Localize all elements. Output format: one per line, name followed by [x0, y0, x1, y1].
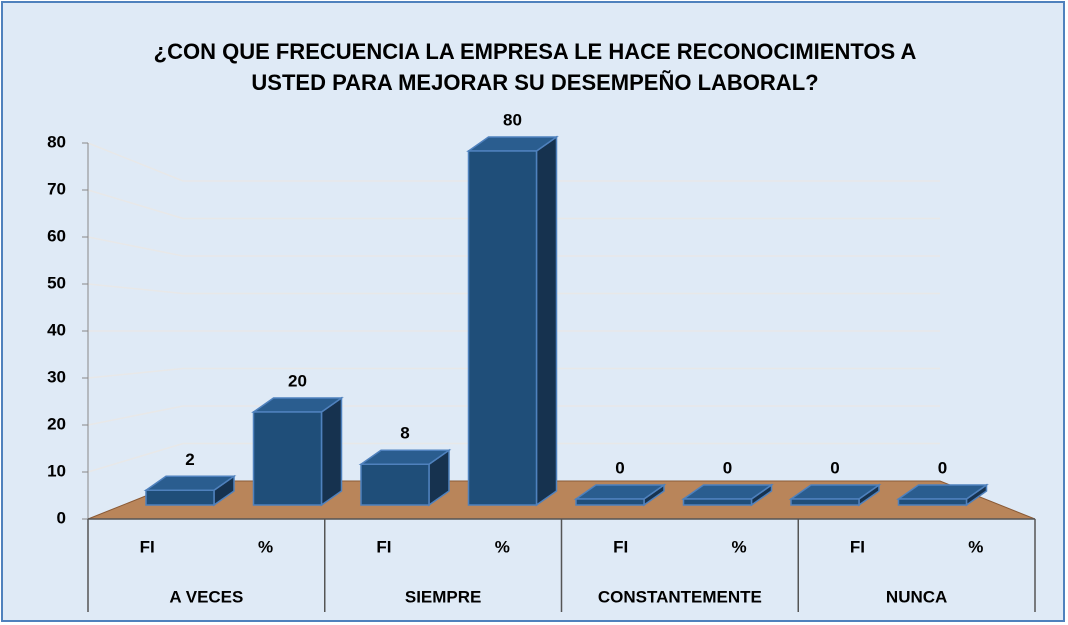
y-tick-label: 30	[47, 367, 66, 386]
x-tick-label: FI	[850, 537, 865, 556]
data-label: 8	[400, 424, 409, 443]
data-label: 20	[288, 371, 307, 390]
x-tick-label: FI	[613, 537, 628, 556]
grid-line	[87, 442, 940, 473]
y-tick-label: 20	[47, 414, 66, 433]
bar	[681, 483, 774, 507]
bar	[896, 483, 989, 507]
group-label: NUNCA	[886, 587, 947, 606]
y-tick-label: 80	[47, 132, 66, 151]
grid-line	[87, 405, 940, 426]
grid-line	[87, 189, 940, 220]
bar-side	[535, 135, 558, 507]
bar-front	[790, 498, 860, 506]
bar-side	[320, 396, 343, 507]
bar	[788, 483, 882, 507]
bar	[358, 448, 452, 507]
chart-title: ¿CON QUE FRECUENCIA LA EMPRESA LE HACE R…	[153, 39, 917, 95]
bar-front	[252, 411, 323, 506]
y-tick-label: 50	[47, 273, 66, 292]
x-tick-label: %	[732, 537, 747, 556]
data-label: 0	[830, 458, 839, 477]
grid-line	[87, 142, 940, 182]
group-label: A VECES	[169, 587, 243, 606]
bar-front	[682, 498, 753, 506]
bar	[143, 474, 237, 507]
grid-line	[87, 236, 940, 257]
data-label: 0	[723, 458, 732, 477]
bar-front	[360, 463, 430, 506]
y-tick-label: 0	[57, 508, 66, 527]
grid-line	[87, 283, 940, 295]
group-label: SIEMPRE	[405, 587, 482, 606]
data-label: 0	[938, 458, 947, 477]
data-label: 80	[503, 110, 522, 129]
bar-front	[897, 498, 968, 506]
data-label: 2	[185, 450, 194, 469]
x-tick-label: %	[258, 537, 273, 556]
group-label: CONSTANTEMENTE	[598, 587, 762, 606]
bar	[251, 396, 344, 507]
bar-front	[575, 498, 645, 506]
y-tick-label: 40	[47, 320, 66, 339]
grid-line	[87, 367, 940, 379]
x-tick-label: %	[968, 537, 983, 556]
bar	[466, 135, 559, 507]
y-tick-label: 10	[47, 461, 66, 480]
x-tick-label: FI	[376, 537, 391, 556]
bar-front	[145, 489, 215, 506]
bar	[573, 483, 667, 507]
y-tick-label: 70	[47, 179, 66, 198]
data-label: 0	[615, 458, 624, 477]
bar-front	[467, 150, 538, 506]
y-tick-label: 60	[47, 226, 66, 245]
x-tick-label: %	[495, 537, 510, 556]
x-tick-label: FI	[140, 537, 155, 556]
